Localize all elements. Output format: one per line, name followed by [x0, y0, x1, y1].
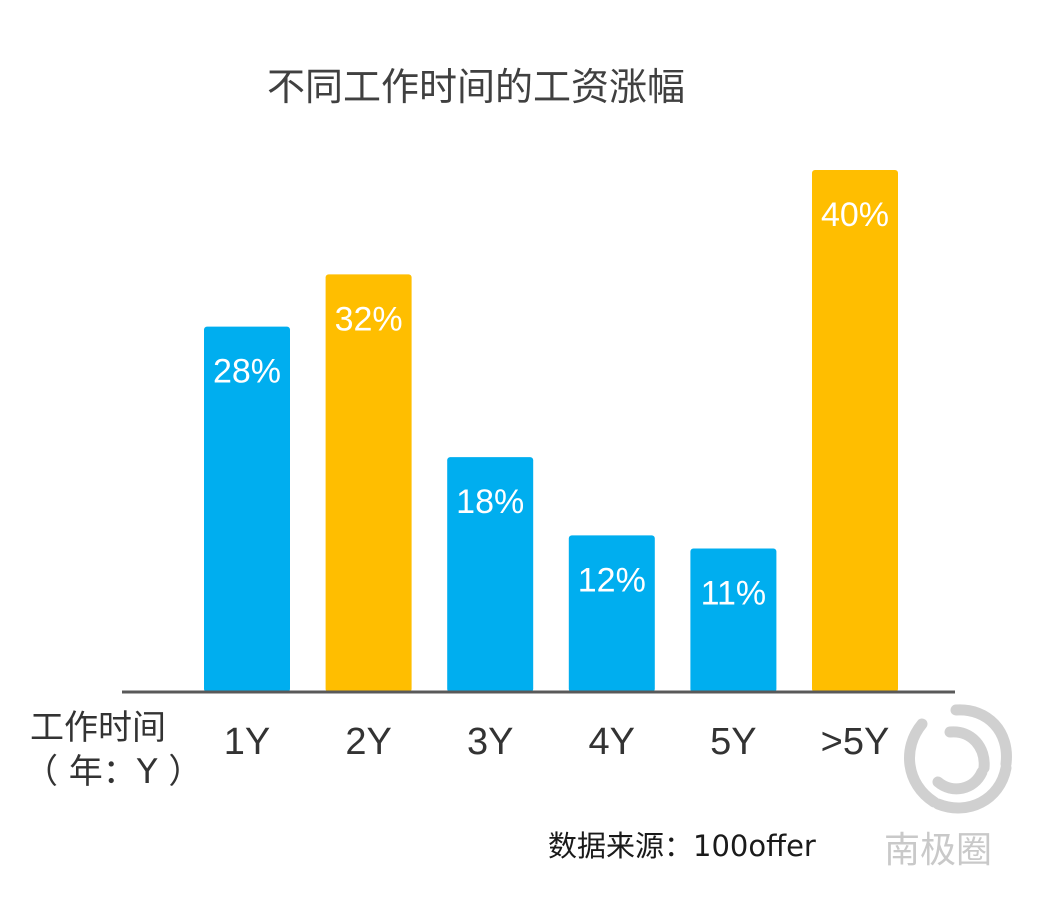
- bar-0: [204, 326, 290, 692]
- x-tick-label-0: 1Y: [224, 721, 270, 763]
- value-label-5: 40%: [821, 196, 889, 234]
- value-label-1: 32%: [335, 300, 403, 338]
- x-tick-label-3: 4Y: [589, 721, 635, 763]
- x-tick-label-4: 5Y: [710, 721, 756, 763]
- bar-1: [325, 274, 412, 692]
- value-label-4: 11%: [701, 575, 767, 613]
- x-tick-label-2: 3Y: [467, 721, 513, 763]
- x-tick-labels-group: 1Y 2Y 3Y 4Y 5Y >5Y: [224, 721, 890, 763]
- watermark-logo: 南极圈: [884, 704, 1012, 871]
- value-labels-group: 28% 32% 18% 12% 11% 40%: [213, 196, 889, 613]
- x-axis-label-line2: （ 年：Y ）: [24, 752, 202, 792]
- bar-4: [690, 548, 777, 693]
- value-label-2: 18%: [456, 483, 524, 521]
- chart-title: 不同工作时间的工资涨幅: [267, 65, 685, 109]
- value-label-0: 28%: [213, 353, 281, 391]
- value-label-3: 12%: [578, 561, 646, 599]
- x-axis-label-line1: 工作时间: [30, 708, 166, 748]
- x-tick-label-1: 2Y: [345, 721, 391, 763]
- x-tick-label-5: >5Y: [821, 721, 890, 763]
- bar-2: [447, 457, 534, 692]
- bar-5: [812, 170, 898, 692]
- watermark-text: 南极圈: [884, 830, 992, 871]
- bars-group: [204, 170, 898, 693]
- bar-3: [568, 535, 655, 692]
- swirl-logo-icon: [904, 704, 1012, 814]
- data-source-note: 数据来源：100offer: [548, 829, 816, 863]
